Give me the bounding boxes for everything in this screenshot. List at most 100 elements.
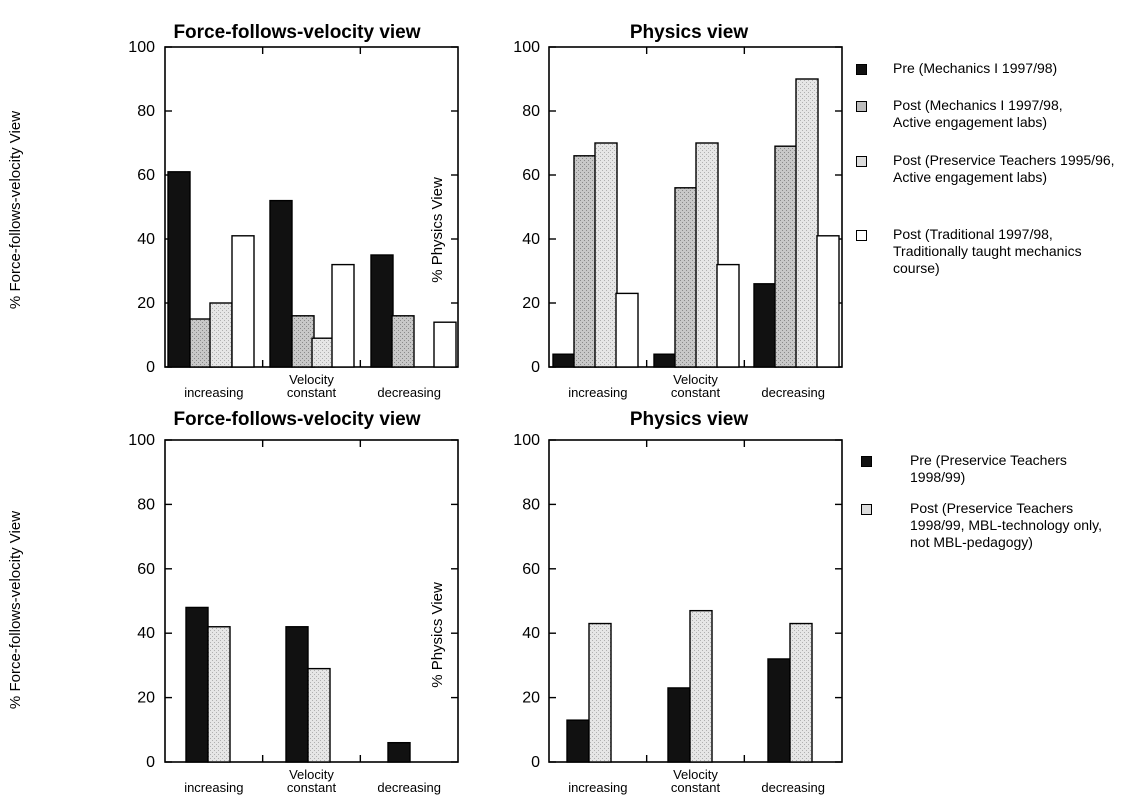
bar-3-0-0	[566, 719, 590, 763]
y-tick-label: 80	[137, 496, 155, 513]
legend-top-swatch-0	[856, 64, 867, 75]
y-tick-label: 100	[513, 432, 540, 449]
bar-0-2-0	[209, 302, 233, 368]
legend-top-label-2: Post (Preservice Teachers 1995/96, Activ…	[893, 152, 1115, 185]
bar-2-0-0	[185, 606, 209, 763]
y-axis-label: % Force-follows-velocity View	[7, 511, 24, 709]
legend-top-swatch-3	[856, 230, 867, 241]
bar-1-2-2	[795, 78, 819, 368]
y-axis-label: % Physics View	[429, 177, 446, 283]
x-category-label: Velocity	[673, 372, 718, 387]
y-tick-label: 0	[531, 359, 540, 376]
y-tick-label: 0	[146, 359, 155, 376]
legend-top-label-1: Post (Mechanics I 1997/98, Active engage…	[893, 97, 1063, 130]
legend-bottom-swatch-1	[861, 504, 872, 515]
legend-top-swatch-1	[856, 101, 867, 112]
y-tick-label: 60	[137, 561, 155, 578]
legend-bottom-label-1: Post (Preservice Teachers 1998/99, MBL-t…	[910, 500, 1102, 550]
bar-1-3-1	[716, 263, 740, 368]
bar-3-1-1	[689, 609, 713, 763]
y-tick-label: 20	[137, 295, 155, 312]
bar-1-0-0	[552, 353, 576, 368]
bar-2-0-1	[285, 626, 309, 763]
legend-top-swatch-2	[856, 156, 867, 167]
bar-0-3-0	[231, 235, 255, 368]
x-category-label: constant	[287, 780, 337, 795]
bar-1-0-2	[753, 283, 777, 368]
bar-1-3-2	[816, 235, 840, 368]
x-category-label: decreasing	[377, 780, 441, 795]
bar-2-1-0	[207, 626, 231, 763]
bar-1-2-0	[594, 142, 618, 368]
y-tick-label: 100	[128, 39, 155, 56]
y-tick-label: 100	[128, 432, 155, 449]
y-axis-label: % Force-follows-velocity View	[7, 111, 24, 309]
chart-title: Force-follows-velocity view	[173, 22, 420, 43]
bar-0-2-1	[311, 337, 335, 368]
bar-3-0-1	[667, 687, 691, 763]
y-tick-label: 0	[146, 754, 155, 771]
bar-3-1-0	[588, 622, 612, 763]
y-axis-label: % Physics View	[429, 582, 446, 688]
legend-top-label-3: Post (Traditional 1997/98, Traditionally…	[893, 226, 1082, 276]
y-tick-label: 40	[137, 625, 155, 642]
y-tick-label: 100	[513, 39, 540, 56]
x-category-label: increasing	[568, 780, 627, 795]
y-tick-label: 60	[522, 561, 540, 578]
x-category-label: decreasing	[761, 780, 825, 795]
x-category-label: Velocity	[289, 767, 334, 782]
bar-3-1-2	[789, 622, 813, 763]
bar-0-1-1	[291, 315, 315, 368]
x-category-label: Velocity	[289, 372, 334, 387]
chart-title: Physics view	[630, 409, 749, 430]
bar-2-0-2	[387, 741, 411, 763]
y-tick-label: 0	[531, 754, 540, 771]
y-tick-label: 20	[522, 295, 540, 312]
bar-0-0-2	[370, 254, 394, 368]
chart-title: Physics view	[630, 22, 749, 43]
chart-title: Force-follows-velocity view	[173, 409, 420, 430]
y-tick-label: 20	[137, 690, 155, 707]
bar-1-0-1	[653, 353, 677, 368]
bar-0-3-1	[331, 263, 355, 368]
y-tick-label: 80	[522, 103, 540, 120]
bar-1-1-2	[774, 145, 798, 368]
y-tick-label: 80	[522, 496, 540, 513]
bar-3-0-2	[767, 658, 791, 763]
bar-1-1-0	[573, 155, 597, 368]
bar-1-2-1	[695, 142, 719, 368]
y-tick-label: 40	[137, 231, 155, 248]
x-category-label: decreasing	[377, 385, 441, 400]
bar-2-1-1	[307, 667, 331, 763]
x-category-label: decreasing	[761, 385, 825, 400]
x-category-label: constant	[671, 385, 721, 400]
y-tick-label: 20	[522, 690, 540, 707]
y-tick-label: 80	[137, 103, 155, 120]
y-tick-label: 40	[522, 625, 540, 642]
y-tick-label: 40	[522, 231, 540, 248]
legend-bottom-label-0: Pre (Preservice Teachers 1998/99)	[910, 452, 1067, 485]
x-category-label: increasing	[184, 780, 243, 795]
bar-1-3-0	[615, 292, 639, 368]
bar-0-1-2	[391, 315, 415, 368]
legend-bottom-swatch-0	[861, 456, 872, 467]
legend-top-label-0: Pre (Mechanics I 1997/98)	[893, 60, 1058, 76]
bar-0-0-1	[269, 199, 293, 368]
bar-0-3-2	[433, 321, 457, 368]
y-tick-label: 60	[522, 167, 540, 184]
bar-1-1-1	[674, 187, 698, 368]
bar-0-1-0	[189, 318, 213, 368]
x-category-label: Velocity	[673, 767, 718, 782]
bar-0-0-0	[167, 171, 191, 368]
x-category-label: increasing	[568, 385, 627, 400]
y-tick-label: 60	[137, 167, 155, 184]
x-category-label: constant	[671, 780, 721, 795]
x-category-label: constant	[287, 385, 337, 400]
x-category-label: increasing	[184, 385, 243, 400]
